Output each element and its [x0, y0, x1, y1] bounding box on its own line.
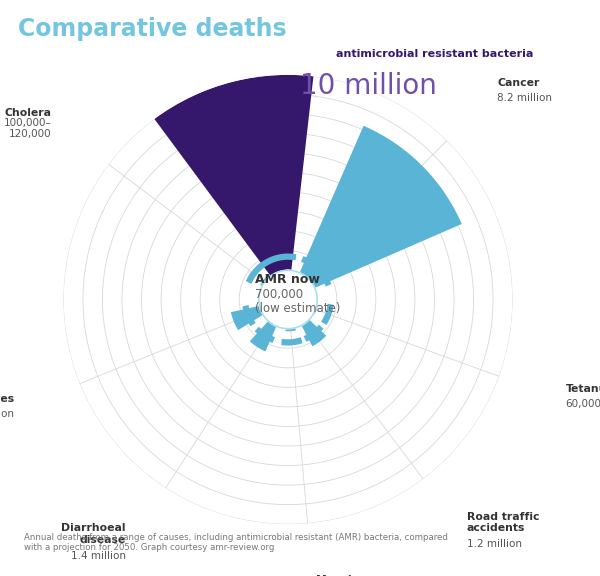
Polygon shape	[286, 328, 296, 331]
Text: 100,000–
120,000: 100,000– 120,000	[4, 118, 52, 139]
Text: Cancer: Cancer	[497, 78, 540, 88]
Polygon shape	[250, 321, 277, 351]
Text: 700,000: 700,000	[255, 289, 303, 301]
Text: antimicrobial resistant bacteria: antimicrobial resistant bacteria	[336, 49, 533, 59]
Text: 1.2 million: 1.2 million	[467, 539, 522, 550]
Text: (low estimate): (low estimate)	[255, 302, 340, 315]
Text: 1.5 million: 1.5 million	[0, 408, 14, 419]
Polygon shape	[259, 270, 317, 329]
Text: Cholera: Cholera	[5, 108, 52, 119]
Text: Annual deaths from a range of causes, including antimicrobial resistant (AMR) ba: Annual deaths from a range of causes, in…	[24, 533, 448, 552]
Polygon shape	[301, 320, 326, 346]
Polygon shape	[313, 305, 318, 314]
Text: 8.2 million: 8.2 million	[497, 93, 553, 103]
Polygon shape	[260, 277, 268, 286]
Text: Tetanus: Tetanus	[565, 384, 600, 394]
Text: Road traffic
accidents: Road traffic accidents	[467, 511, 539, 533]
Text: 1.4 million: 1.4 million	[71, 551, 126, 561]
Text: AMR now: AMR now	[255, 274, 320, 286]
Text: 60,000: 60,000	[565, 399, 600, 409]
Text: Measles: Measles	[316, 575, 366, 576]
Text: Diabetes: Diabetes	[0, 393, 14, 404]
Text: Diarrhoeal
disease: Diarrhoeal disease	[61, 523, 126, 545]
Polygon shape	[231, 306, 263, 330]
Polygon shape	[154, 75, 313, 276]
Text: Comparative deaths: Comparative deaths	[18, 17, 287, 41]
Text: 10 million: 10 million	[300, 72, 437, 100]
Polygon shape	[299, 126, 462, 288]
